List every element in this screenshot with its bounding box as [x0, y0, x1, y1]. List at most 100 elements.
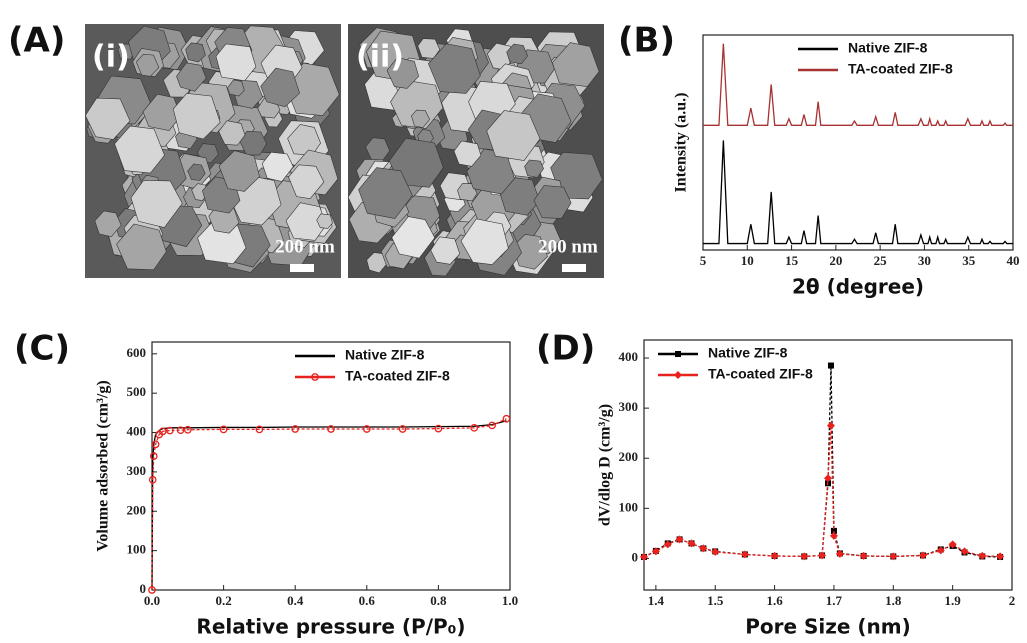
x-tick-label: 30 [918, 253, 931, 268]
crystal [114, 125, 165, 174]
x-tick-label: 15 [785, 253, 799, 268]
x-tick-label: 1.8 [885, 593, 902, 608]
series-line [643, 425, 1001, 558]
legend-label: TA-coated ZIF-8 [345, 368, 450, 384]
crystal [524, 159, 544, 178]
crystal [116, 223, 167, 271]
crystal [358, 167, 413, 219]
point [640, 552, 648, 561]
y-tick-label: 100 [619, 499, 639, 514]
crystal [85, 97, 131, 140]
crystal [486, 110, 541, 161]
y-tick-label: 400 [127, 424, 147, 439]
point [158, 427, 167, 436]
x-tick-label: 2 [1009, 593, 1016, 608]
y-tick-label: 0 [140, 581, 147, 596]
x-axis-label: 2θ (degree) [792, 275, 924, 299]
point [663, 540, 672, 549]
x-axis-label: Pore Size (nm) [745, 615, 911, 639]
series-line [151, 418, 507, 591]
crystal [187, 163, 206, 181]
scale-text: 200 nm [538, 236, 598, 257]
point [818, 551, 827, 560]
point [960, 547, 969, 556]
point [826, 421, 835, 430]
point [770, 551, 779, 560]
crystal [365, 137, 391, 161]
crystal [411, 109, 431, 128]
point [291, 425, 300, 433]
point [362, 425, 371, 433]
crystal [135, 53, 160, 77]
point [398, 425, 407, 433]
y-tick-label: 400 [619, 349, 639, 364]
crystal [227, 79, 245, 97]
point [176, 426, 185, 435]
y-tick-label: 100 [127, 542, 147, 557]
crystal [185, 42, 206, 63]
legend-label: Native ZIF-8 [848, 40, 928, 56]
point [948, 540, 957, 549]
panel-label: (C) [14, 329, 70, 369]
legend-label: Native ZIF-8 [345, 347, 425, 363]
point [829, 531, 838, 540]
crystal [218, 120, 246, 146]
point [470, 423, 479, 432]
y-tick-label: 200 [127, 502, 147, 517]
point [148, 475, 157, 484]
point [675, 535, 684, 544]
point [166, 426, 174, 435]
point [996, 552, 1005, 561]
point [859, 551, 868, 560]
panel-label: (A) [8, 21, 65, 61]
crystal [551, 42, 600, 88]
crystal [218, 150, 260, 192]
x-tick-label: 0.8 [430, 593, 447, 608]
x-tick-label: 1.9 [945, 593, 962, 608]
point [219, 425, 228, 434]
x-tick-label: 35 [962, 253, 976, 268]
x-tick-label: 10 [741, 253, 754, 268]
point [824, 474, 832, 483]
point [711, 547, 720, 556]
point [151, 440, 160, 449]
crystal [430, 236, 461, 265]
crystal [94, 210, 122, 238]
point [488, 421, 496, 430]
series-line [703, 140, 1013, 245]
crystal [390, 79, 444, 129]
panel-label: (B) [618, 21, 675, 61]
x-tick-label: 40 [1007, 253, 1020, 268]
crystal [453, 140, 482, 167]
series-line [643, 365, 1001, 558]
scale-bar [290, 264, 314, 272]
crystal [391, 216, 436, 259]
point [327, 425, 335, 433]
x-tick-label: 0.4 [287, 593, 304, 608]
point [830, 527, 837, 534]
point [827, 362, 834, 369]
crystal [428, 43, 481, 94]
crystal [142, 93, 182, 131]
y-tick-label: 300 [619, 399, 639, 414]
crystal [215, 43, 257, 82]
x-tick-label: 5 [700, 253, 707, 268]
x-tick-label: 1.6 [766, 593, 783, 608]
point [311, 373, 319, 381]
x-axis-label: Relative pressure (P/P₀) [196, 615, 465, 639]
scale-bar [562, 264, 586, 272]
crystal [176, 62, 207, 92]
image-label: (ii) [356, 40, 404, 75]
point [434, 424, 443, 433]
series-line [151, 420, 507, 591]
y-axis-label: Intensity (a.u.) [673, 92, 690, 192]
x-tick-label: 0.0 [144, 593, 160, 608]
point [699, 544, 708, 553]
point [675, 351, 681, 357]
point [255, 425, 264, 434]
y-tick-label: 300 [127, 463, 147, 478]
x-tick-label: 1.4 [648, 593, 665, 608]
point [674, 371, 682, 379]
point [889, 552, 898, 561]
